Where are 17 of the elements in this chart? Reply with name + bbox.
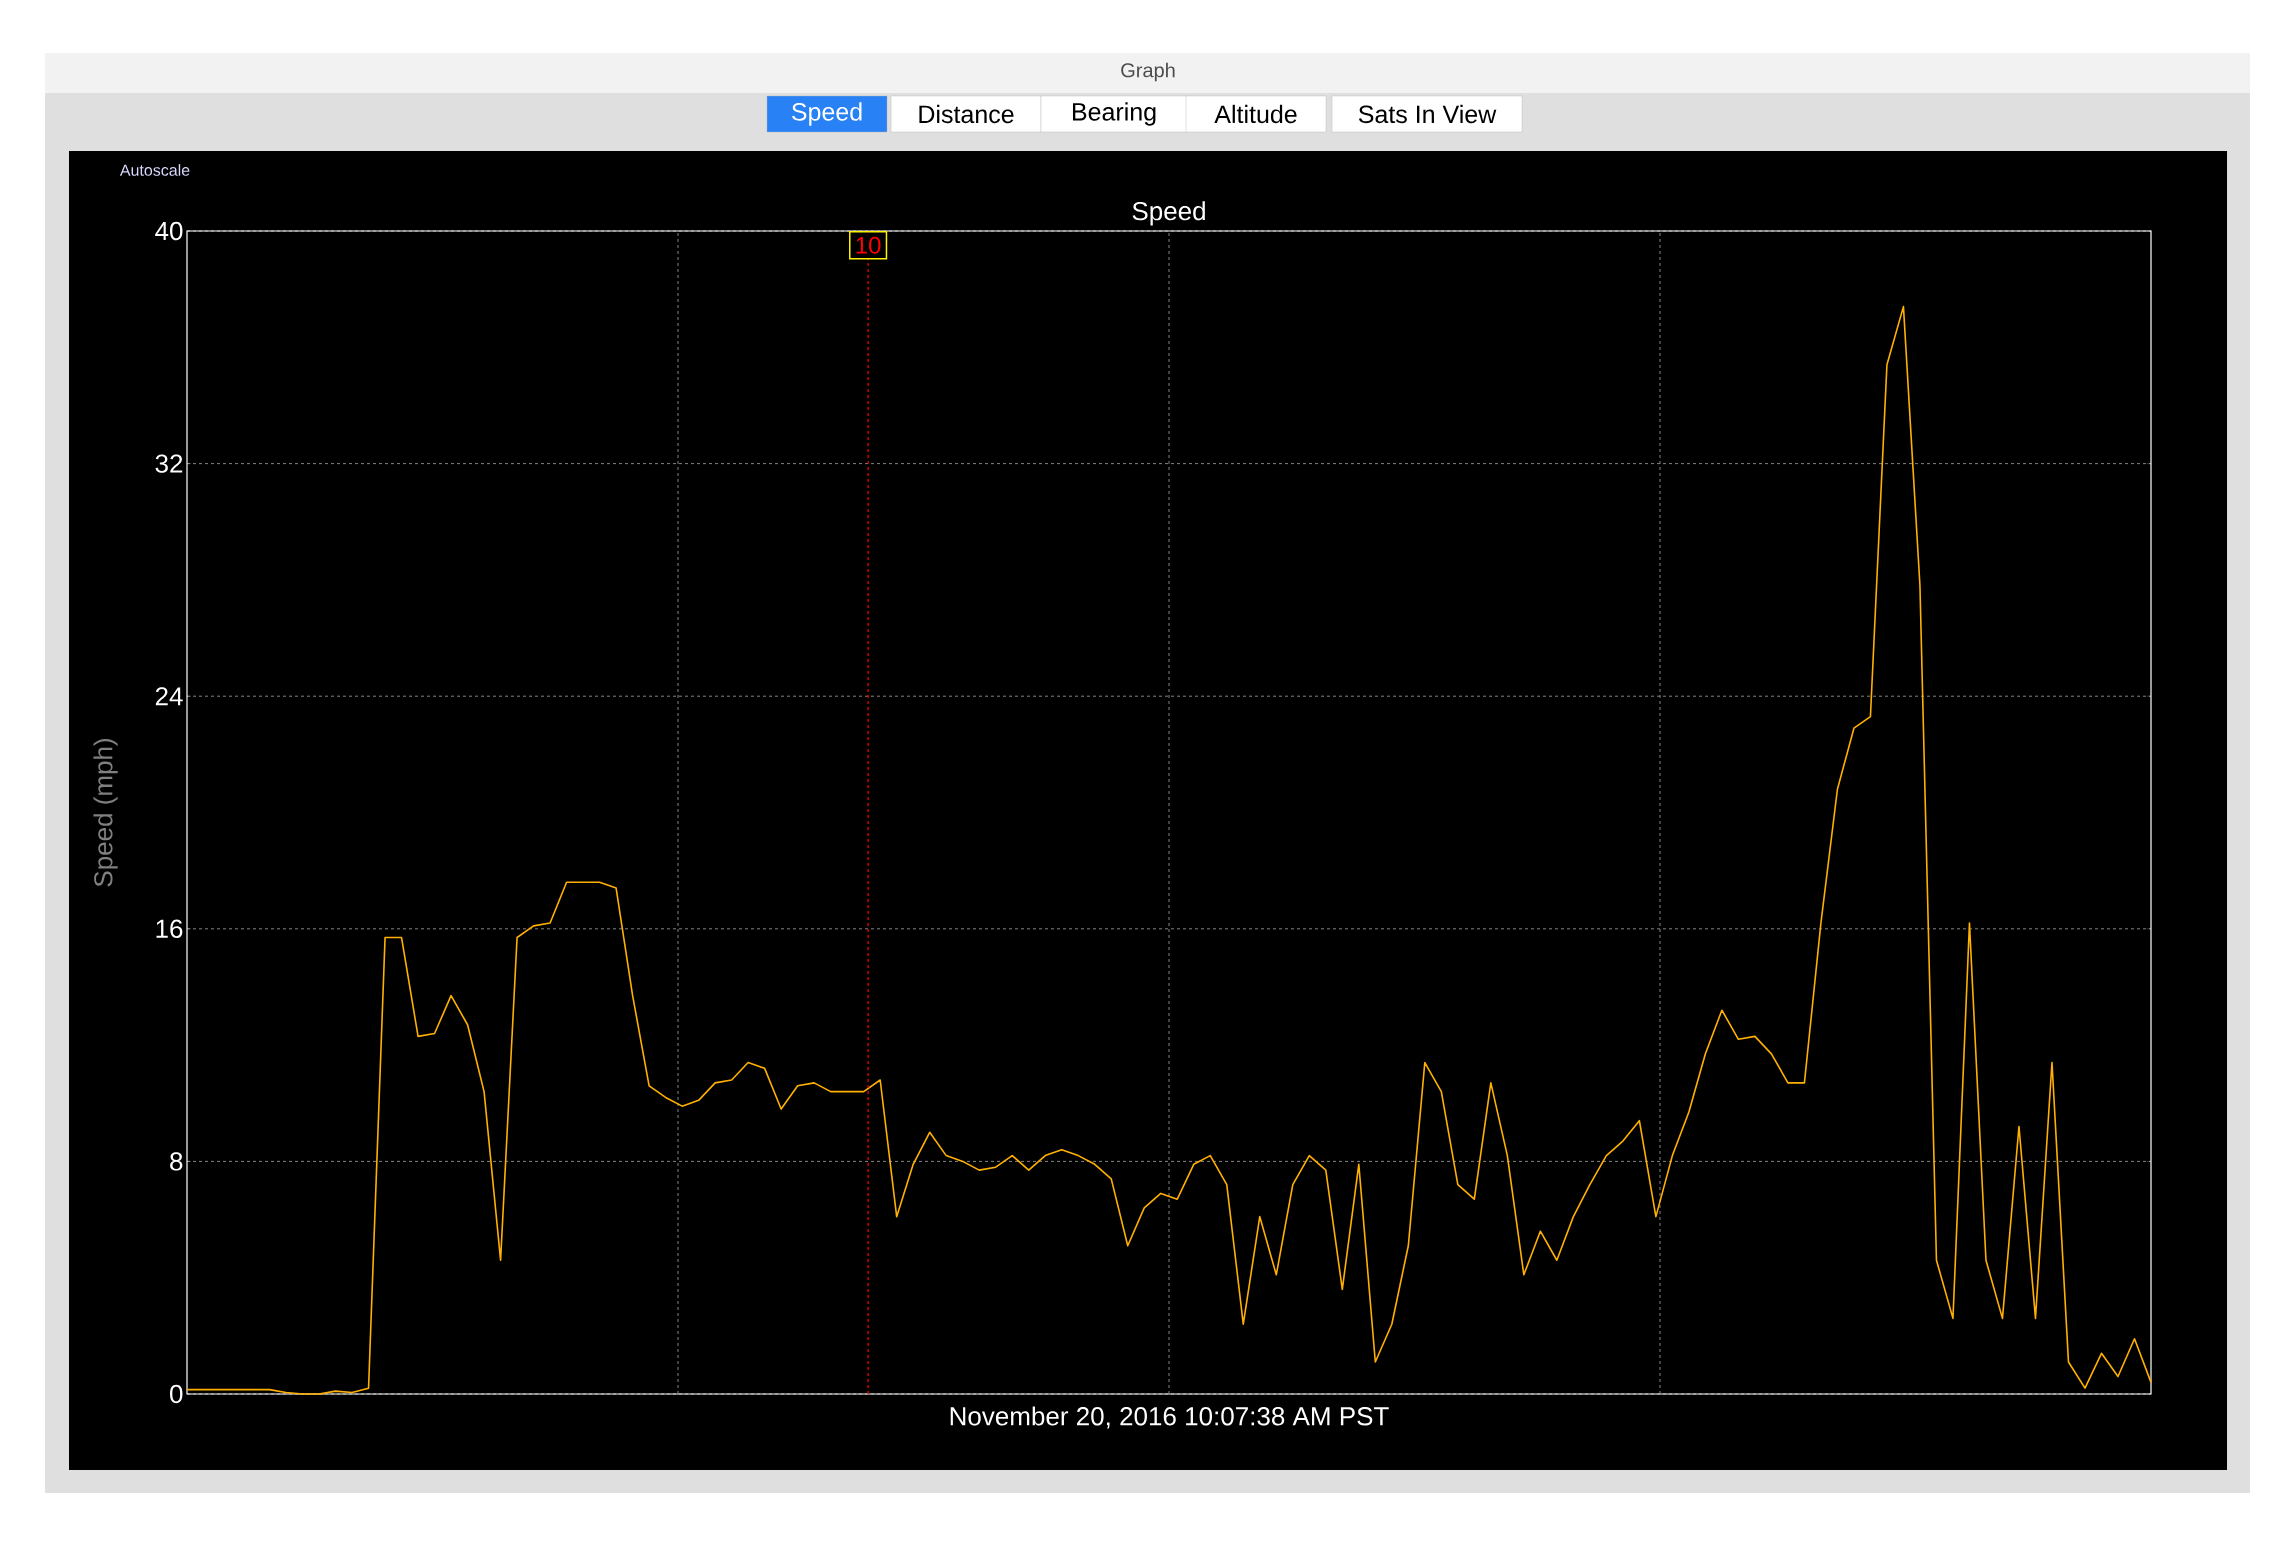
y-tick-label: 16 [156,919,183,939]
text: Graph [1121,62,1175,82]
chart-title: Speed [1132,201,1205,226]
y-tick-label: 8 [170,1152,183,1171]
annotation: 10 [856,236,881,254]
x-axis-title: November 20, 2016 10:07:38 AM PST [950,1406,1389,1429]
y-tick-label: 24 [155,687,183,706]
text: Altitude [1214,104,1297,124]
y-tick-label: 0 [170,1384,183,1404]
text: Autoscale [119,164,190,176]
text: Bearing [1072,102,1156,126]
text: Speed [792,102,862,126]
y-axis-title: Speed (mph) [93,739,118,887]
text: Sats In View [1358,104,1497,124]
y-tick-label: 32 [155,454,183,473]
text: Distance [919,104,1014,124]
y-tick-label: 40 [155,221,183,241]
